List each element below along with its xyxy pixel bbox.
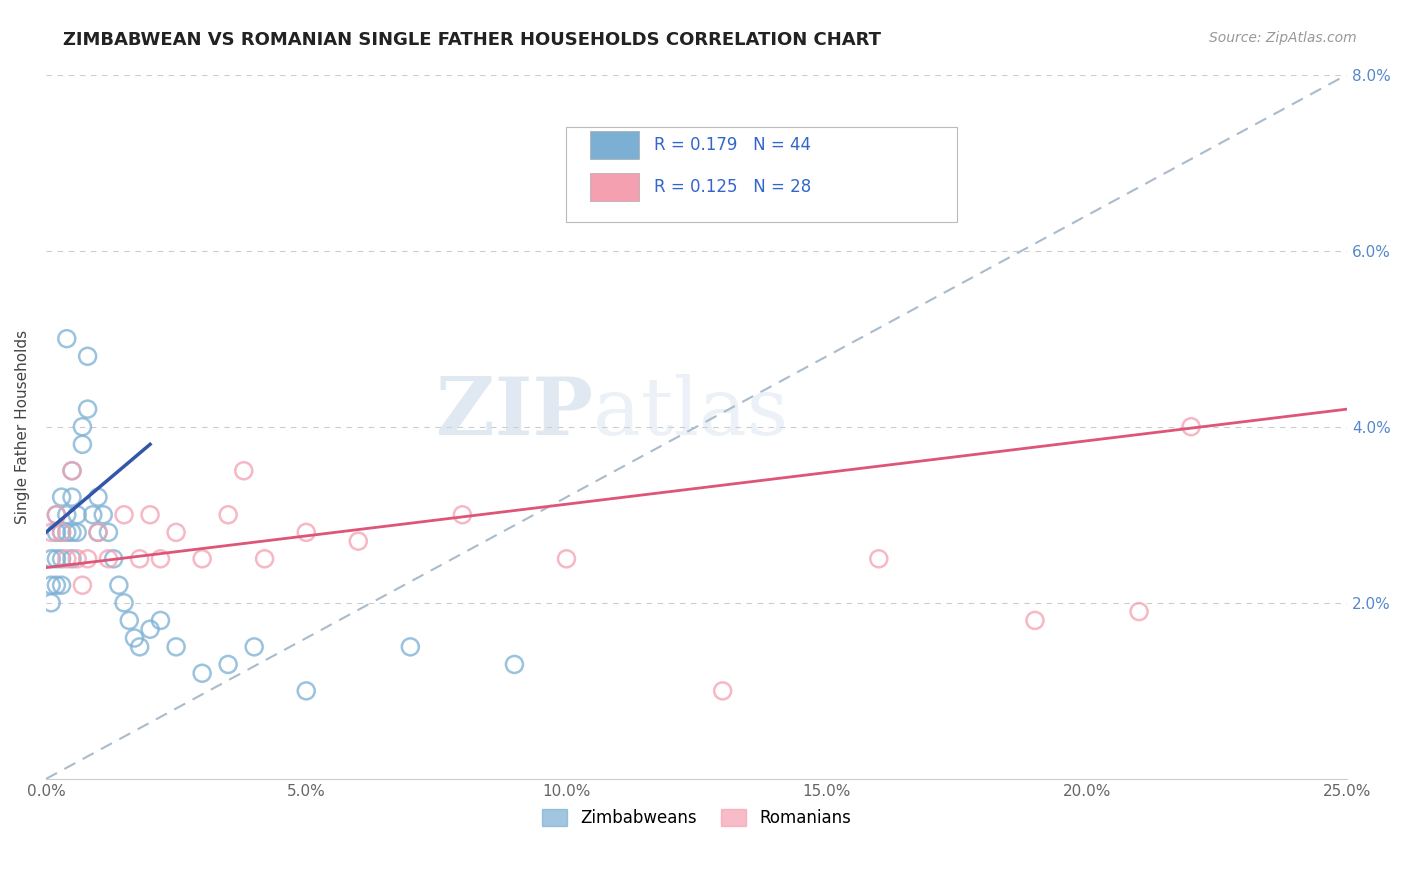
- Point: [868, 551, 890, 566]
- Point: [243, 640, 266, 654]
- Point: [217, 508, 239, 522]
- Point: [66, 525, 89, 540]
- Point: [1128, 605, 1150, 619]
- Point: [60, 525, 83, 540]
- Point: [165, 525, 187, 540]
- Point: [45, 508, 67, 522]
- Point: [503, 657, 526, 672]
- Point: [555, 551, 578, 566]
- Point: [87, 525, 110, 540]
- Point: [39, 551, 62, 566]
- Point: [56, 551, 79, 566]
- Point: [149, 551, 172, 566]
- Point: [66, 551, 89, 566]
- Point: [91, 508, 114, 522]
- Point: [76, 402, 98, 417]
- Point: [51, 525, 73, 540]
- Point: [51, 578, 73, 592]
- FancyBboxPatch shape: [567, 128, 957, 222]
- Point: [60, 551, 83, 566]
- Point: [56, 332, 79, 346]
- Text: ZIMBABWEAN VS ROMANIAN SINGLE FATHER HOUSEHOLDS CORRELATION CHART: ZIMBABWEAN VS ROMANIAN SINGLE FATHER HOU…: [63, 31, 882, 49]
- Point: [1180, 419, 1202, 434]
- Point: [347, 534, 370, 549]
- Point: [165, 640, 187, 654]
- Point: [56, 525, 79, 540]
- Point: [66, 508, 89, 522]
- Point: [45, 578, 67, 592]
- Point: [139, 622, 162, 636]
- Point: [97, 551, 120, 566]
- Point: [1024, 614, 1046, 628]
- Point: [39, 578, 62, 592]
- Point: [51, 525, 73, 540]
- Point: [103, 551, 125, 566]
- FancyBboxPatch shape: [591, 131, 640, 159]
- Point: [45, 525, 67, 540]
- Point: [112, 596, 135, 610]
- Point: [60, 464, 83, 478]
- Point: [149, 614, 172, 628]
- Point: [87, 525, 110, 540]
- Point: [191, 551, 214, 566]
- Point: [295, 525, 318, 540]
- Point: [217, 657, 239, 672]
- Point: [451, 508, 474, 522]
- Point: [60, 464, 83, 478]
- Point: [124, 631, 146, 645]
- Point: [72, 578, 94, 592]
- Text: R = 0.179   N = 44: R = 0.179 N = 44: [654, 136, 811, 154]
- Point: [128, 640, 150, 654]
- Point: [56, 508, 79, 522]
- Text: ZIP: ZIP: [436, 374, 592, 451]
- Point: [39, 596, 62, 610]
- Point: [51, 490, 73, 504]
- Point: [51, 551, 73, 566]
- Text: atlas: atlas: [592, 374, 787, 451]
- Point: [253, 551, 276, 566]
- Point: [72, 419, 94, 434]
- Point: [82, 508, 104, 522]
- Point: [108, 578, 131, 592]
- Text: Source: ZipAtlas.com: Source: ZipAtlas.com: [1209, 31, 1357, 45]
- Point: [39, 525, 62, 540]
- Point: [711, 684, 734, 698]
- Point: [45, 508, 67, 522]
- Point: [87, 490, 110, 504]
- Text: R = 0.125   N = 28: R = 0.125 N = 28: [654, 178, 811, 196]
- Point: [191, 666, 214, 681]
- Point: [76, 551, 98, 566]
- Point: [112, 508, 135, 522]
- Point: [128, 551, 150, 566]
- Point: [60, 490, 83, 504]
- FancyBboxPatch shape: [591, 173, 640, 202]
- Point: [76, 349, 98, 363]
- Y-axis label: Single Father Households: Single Father Households: [15, 330, 30, 524]
- Point: [72, 437, 94, 451]
- Point: [399, 640, 422, 654]
- Point: [118, 614, 141, 628]
- Point: [97, 525, 120, 540]
- Point: [45, 551, 67, 566]
- Point: [295, 684, 318, 698]
- Point: [232, 464, 254, 478]
- Legend: Zimbabweans, Romanians: Zimbabweans, Romanians: [534, 803, 859, 834]
- Point: [139, 508, 162, 522]
